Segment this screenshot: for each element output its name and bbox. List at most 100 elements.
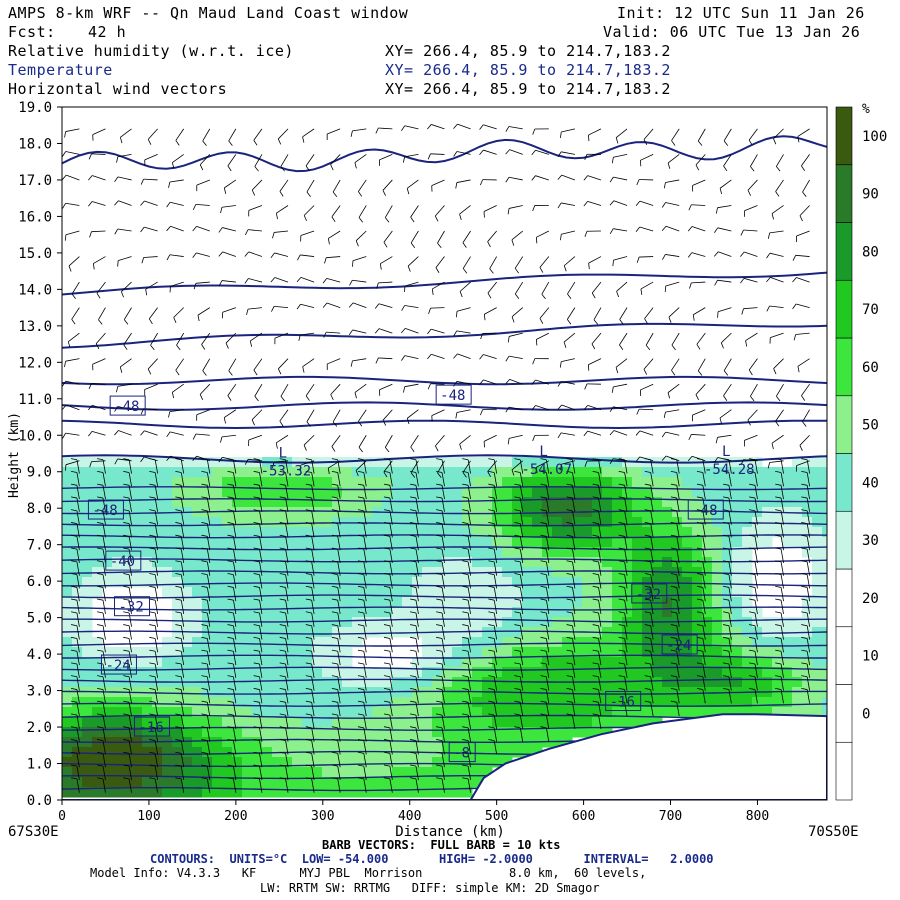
rh-fill-cell (822, 587, 827, 598)
rh-fill-cell (422, 517, 433, 528)
colorbar-label: 90 (862, 187, 879, 203)
wind-barb (508, 355, 523, 360)
wind-barb-flag (540, 624, 547, 627)
rh-fill-cell (122, 717, 133, 728)
rh-fill-cell (322, 697, 333, 708)
rh-fill-cell (482, 497, 493, 508)
wind-barb (180, 549, 185, 563)
rh-fill-cell (582, 707, 593, 718)
wind-barb (259, 778, 263, 793)
rh-fill-cell (312, 737, 323, 748)
wind-barb (780, 472, 784, 487)
wind-barb-flag (253, 573, 260, 576)
wind-barb (431, 409, 445, 416)
rh-fill-cell (102, 477, 113, 488)
wind-barb (302, 128, 315, 138)
wind-barb (769, 252, 784, 257)
rh-fill-cell (282, 777, 293, 788)
rh-fill-cell (762, 477, 773, 488)
wind-barb-flag (70, 509, 78, 512)
rh-fill-cell (242, 537, 253, 548)
rh-fill-cell (362, 707, 373, 718)
wind-barb-flag (244, 229, 249, 236)
rh-fill-cell (812, 607, 823, 618)
rh-fill-cell (382, 617, 393, 628)
wind-barb-flag (775, 470, 782, 473)
temperature-contour (62, 510, 827, 515)
rh-fill-cell (802, 527, 813, 538)
rh-fill-cell (492, 617, 503, 628)
wind-barb-flag (253, 739, 260, 742)
wind-barb (598, 625, 602, 640)
wind-barb-flag (592, 547, 599, 550)
wind-barb-flag (563, 265, 567, 272)
wind-barb (598, 702, 602, 717)
wind-barb (221, 205, 236, 208)
rh-fill-cell (182, 577, 193, 588)
rh-fill-cell (302, 657, 313, 668)
rh-fill-cell (412, 737, 423, 748)
rh-fill-cell (152, 487, 163, 498)
wind-barb-flag (383, 522, 390, 524)
wind-barb-flag (592, 649, 599, 652)
rh-fill-cell (722, 487, 733, 498)
rh-fill-cell (552, 647, 563, 658)
wind-barb-flag (62, 404, 67, 410)
wind-barb-flag (175, 751, 182, 754)
wind-barb (806, 689, 811, 704)
rh-fill-cell (302, 647, 313, 658)
wind-barb (300, 277, 315, 283)
wind-barb (274, 252, 289, 257)
rh-fill-cell (682, 607, 693, 618)
wind-barb-flag (357, 764, 364, 767)
rh-fill-cell (272, 637, 283, 648)
wind-barb-flag (801, 649, 808, 652)
y-tick-label: 8.0 (27, 501, 52, 517)
rh-fill-cell (292, 697, 303, 708)
wind-barb-flag (643, 369, 648, 375)
wind-barb-flag (436, 662, 443, 665)
rh-fill-cell (232, 667, 243, 678)
wind-barb (150, 332, 158, 346)
wind-barb-flag (480, 333, 484, 340)
wind-barb-flag (567, 319, 572, 325)
chart-title: AMPS 8-km WRF -- Qn Maud Land Coast wind… (8, 4, 409, 22)
wind-barb-flag (305, 739, 312, 742)
wind-barb (337, 498, 341, 512)
wind-barb (489, 256, 498, 269)
rh-fill-cell (272, 657, 283, 668)
rh-fill-cell (542, 607, 553, 618)
rh-fill-cell (172, 727, 183, 738)
wind-barb-flag (305, 662, 312, 665)
wind-barb (331, 435, 341, 447)
wind-barb-flag (201, 547, 208, 550)
rh-fill-cell (332, 497, 343, 508)
wind-barb (775, 179, 784, 192)
wind-barb (598, 676, 602, 691)
wind-barb-flag (331, 216, 336, 223)
wind-barb (728, 498, 732, 512)
wind-barb (311, 715, 315, 729)
rh-fill-cell (262, 777, 273, 788)
wind-barb-flag (722, 483, 730, 486)
wind-barb (206, 740, 211, 755)
wind-barb (639, 200, 654, 206)
wind-barb-flag (123, 470, 130, 473)
wind-barb (676, 472, 680, 487)
rh-fill-cell (242, 577, 253, 588)
rh-fill-cell (222, 727, 233, 738)
wind-barb-flag (540, 458, 547, 461)
rh-fill-cell (632, 637, 643, 648)
rh-fill-cell (492, 747, 503, 758)
rh-fill-cell (662, 467, 673, 478)
wind-barb (780, 459, 784, 474)
rh-fill-cell (592, 487, 603, 498)
rh-fill-cell (62, 517, 73, 528)
wind-barb (435, 435, 445, 447)
wind-barb (337, 753, 341, 768)
rh-fill-cell (522, 717, 533, 728)
rh-fill-cell (552, 587, 563, 598)
wind-barb (773, 128, 784, 139)
wind-barb-flag (488, 522, 495, 524)
rh-fill-cell (132, 657, 143, 668)
